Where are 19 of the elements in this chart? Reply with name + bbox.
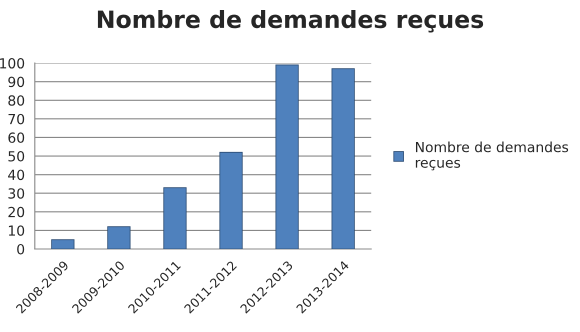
bar xyxy=(163,187,187,249)
legend-label: Nombre de demandes reçues xyxy=(416,142,568,170)
bar xyxy=(51,239,74,249)
bar xyxy=(275,64,299,249)
y-tick-label: 60 xyxy=(8,132,24,143)
y-tick-label: 70 xyxy=(8,114,24,124)
y-tick-label: 100 xyxy=(0,58,24,69)
y-tick-label: 30 xyxy=(8,188,24,199)
y-tick-label: 10 xyxy=(8,225,24,236)
y-tick-label: 20 xyxy=(8,206,24,218)
chart-title: Nombre de demandes reçues xyxy=(98,10,484,33)
y-tick-label: 40 xyxy=(8,170,24,180)
bar xyxy=(107,226,131,249)
y-tick-label: 90 xyxy=(8,76,24,88)
bar xyxy=(332,68,355,249)
y-tick-label: 50 xyxy=(8,151,24,162)
y-tick-label: 80 xyxy=(8,95,24,106)
y-tick-label: 0 xyxy=(17,244,24,254)
bar xyxy=(219,152,243,249)
